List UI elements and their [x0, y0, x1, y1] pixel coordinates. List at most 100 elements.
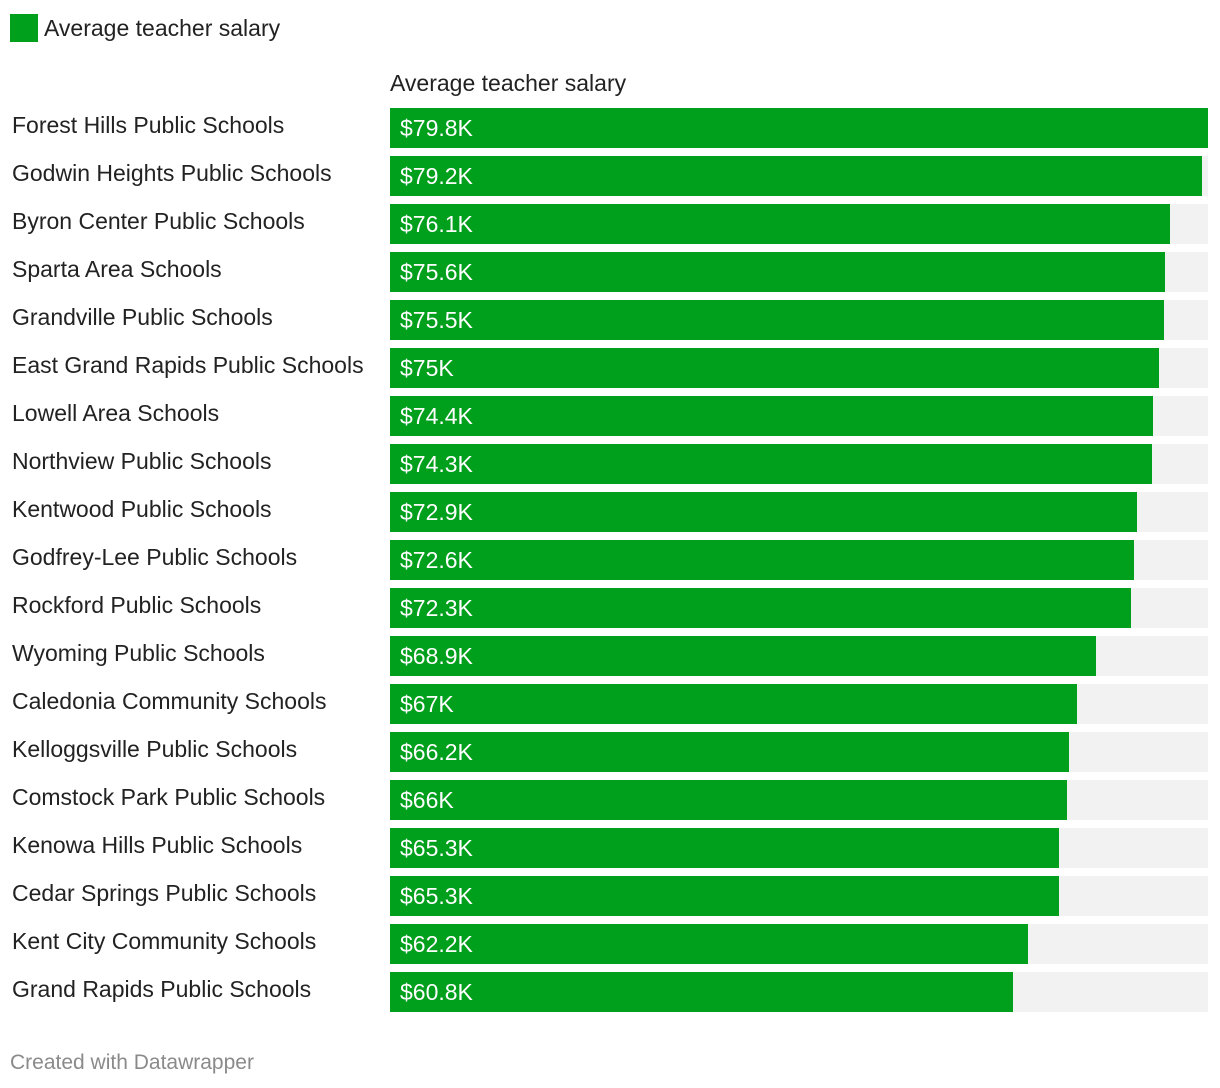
value-label: $65.3K: [400, 883, 473, 909]
value-label: $79.8K: [400, 115, 473, 141]
bar-row: Kenowa Hills Public Schools $65.3K: [0, 828, 1220, 868]
legend-label: Average teacher salary: [44, 14, 281, 41]
column-header: Average teacher salary: [390, 70, 627, 96]
bar-row: Caledonia Community Schools $67K: [0, 684, 1220, 724]
bar-row: Rockford Public Schools $72.3K: [0, 588, 1220, 628]
footer-credit: Created with Datawrapper: [10, 1051, 254, 1074]
category-label: Kent City Community Schools: [12, 928, 317, 954]
bar-row: East Grand Rapids Public Schools $75K: [0, 348, 1220, 388]
category-label: Caledonia Community Schools: [12, 688, 327, 714]
bar: [390, 204, 1170, 244]
bar-track: $75.6K: [390, 252, 1208, 292]
bar: [390, 252, 1165, 292]
bar-row: Grand Rapids Public Schools $60.8K: [0, 972, 1220, 1012]
category-label: Cedar Springs Public Schools: [12, 880, 317, 906]
bar: [390, 876, 1059, 916]
bar-row: Godwin Heights Public Schools $79.2K: [0, 156, 1220, 196]
bar-row: Kelloggsville Public Schools $66.2K: [0, 732, 1220, 772]
bar: [390, 396, 1153, 436]
bar-row: Godfrey-Lee Public Schools $72.6K: [0, 540, 1220, 580]
value-label: $76.1K: [400, 211, 473, 237]
category-label: Grandville Public Schools: [12, 304, 273, 330]
bar-row: Kent City Community Schools $62.2K: [0, 924, 1220, 964]
bar: [390, 108, 1208, 148]
value-label: $75.5K: [400, 307, 473, 333]
category-label: Sparta Area Schools: [12, 256, 222, 282]
value-label: $75.6K: [400, 259, 473, 285]
bar-track: $76.1K: [390, 204, 1208, 244]
value-label: $65.3K: [400, 835, 473, 861]
bar-row: Cedar Springs Public Schools $65.3K: [0, 876, 1220, 916]
category-label: Forest Hills Public Schools: [12, 112, 285, 138]
bar: [390, 972, 1013, 1012]
category-label: Lowell Area Schools: [12, 400, 220, 426]
category-label: Godfrey-Lee Public Schools: [12, 544, 298, 570]
bar: [390, 588, 1131, 628]
bar-chart: Forest Hills Public Schools $79.8K Godwin …: [0, 108, 1220, 1028]
bar-track: $74.3K: [390, 444, 1208, 484]
bar-track: $62.2K: [390, 924, 1208, 964]
value-label: $60.8K: [400, 979, 473, 1005]
bar: [390, 780, 1067, 820]
bar-track: $79.8K: [390, 108, 1208, 148]
bar-row: Sparta Area Schools $75.6K: [0, 252, 1220, 292]
bar-row: Forest Hills Public Schools $79.8K: [0, 108, 1220, 148]
value-label: $74.4K: [400, 403, 473, 429]
bar-track: $60.8K: [390, 972, 1208, 1012]
bar: [390, 924, 1028, 964]
bar-track: $75K: [390, 348, 1208, 388]
bar-track: $68.9K: [390, 636, 1208, 676]
bar: [390, 444, 1152, 484]
value-label: $74.3K: [400, 451, 473, 477]
bar-track: $75.5K: [390, 300, 1208, 340]
bar-row: Wyoming Public Schools $68.9K: [0, 636, 1220, 676]
bar-row: Grandville Public Schools $75.5K: [0, 300, 1220, 340]
bar-track: $72.9K: [390, 492, 1208, 532]
category-label: Grand Rapids Public Schools: [12, 976, 312, 1002]
value-label: $72.3K: [400, 595, 473, 621]
value-label: $72.6K: [400, 547, 473, 573]
category-label: Kentwood Public Schools: [12, 496, 272, 522]
value-label: $62.2K: [400, 931, 473, 957]
bar: [390, 348, 1159, 388]
bar-track: $79.2K: [390, 156, 1208, 196]
bar-track: $66.2K: [390, 732, 1208, 772]
bar-track: $65.3K: [390, 876, 1208, 916]
bar-track: $72.6K: [390, 540, 1208, 580]
legend: Average teacher salary: [10, 14, 280, 42]
bar-row: Northview Public Schools $74.3K: [0, 444, 1220, 484]
bar-track: $72.3K: [390, 588, 1208, 628]
bar: [390, 636, 1096, 676]
bar: [390, 828, 1059, 868]
value-label: $75K: [400, 355, 454, 381]
bar: [390, 732, 1069, 772]
bar: [390, 156, 1202, 196]
value-label: $79.2K: [400, 163, 473, 189]
category-label: Northview Public Schools: [12, 448, 272, 474]
value-label: $68.9K: [400, 643, 473, 669]
value-label: $66K: [400, 787, 454, 813]
category-label: Wyoming Public Schools: [12, 640, 265, 666]
value-label: $66.2K: [400, 739, 473, 765]
bar: [390, 684, 1077, 724]
value-label: $67K: [400, 691, 454, 717]
bar-track: $67K: [390, 684, 1208, 724]
category-label: Kenowa Hills Public Schools: [12, 832, 303, 858]
bar-row: Byron Center Public Schools $76.1K: [0, 204, 1220, 244]
bar: [390, 300, 1164, 340]
bar-track: $66K: [390, 780, 1208, 820]
bar: [390, 492, 1137, 532]
category-label: Comstock Park Public Schools: [12, 784, 326, 810]
bar-track: $65.3K: [390, 828, 1208, 868]
bar: [390, 540, 1134, 580]
category-label: East Grand Rapids Public Schools: [12, 352, 364, 378]
bar-row: Kentwood Public Schools $72.9K: [0, 492, 1220, 532]
category-label: Rockford Public Schools: [12, 592, 262, 618]
bar-track: $74.4K: [390, 396, 1208, 436]
category-label: Byron Center Public Schools: [12, 208, 305, 234]
category-label: Godwin Heights Public Schools: [12, 160, 332, 186]
bar-row: Lowell Area Schools $74.4K: [0, 396, 1220, 436]
legend-swatch: [10, 14, 38, 42]
category-label: Kelloggsville Public Schools: [12, 736, 298, 762]
value-label: $72.9K: [400, 499, 473, 525]
